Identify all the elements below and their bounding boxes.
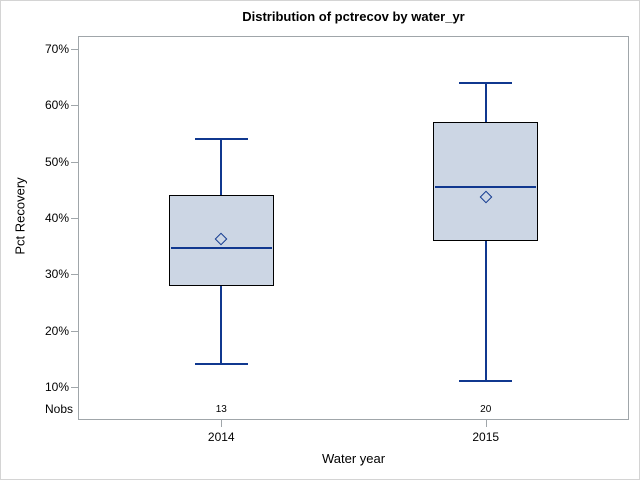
y-tick-mark xyxy=(71,162,78,163)
chart-title: Distribution of pctrecov by water_yr xyxy=(242,9,465,24)
y-tick-mark xyxy=(71,49,78,50)
x-tick-mark xyxy=(486,420,487,427)
y-tick-label: 30% xyxy=(44,267,69,282)
y-tick-mark xyxy=(71,387,78,388)
y-tick-label: 40% xyxy=(44,211,69,225)
y-tick-label: 10% xyxy=(44,380,69,394)
nobs-value: 20 xyxy=(480,404,492,415)
nobs-value: 13 xyxy=(215,404,227,415)
whisker-cap-top xyxy=(194,138,248,141)
x-tick-mark xyxy=(221,420,222,427)
y-tick-label: 20% xyxy=(44,323,69,338)
y-tick-mark xyxy=(71,105,78,106)
median-line xyxy=(170,246,272,249)
plot-frame xyxy=(78,36,629,420)
whisker-cap-bottom xyxy=(194,363,248,366)
box-2015 xyxy=(433,122,539,241)
whisker-cap-bottom xyxy=(459,380,513,383)
nobs-row-label: Nobs xyxy=(44,402,73,416)
y-axis-title: Pct Recovery xyxy=(12,177,28,255)
x-tick-label: 2014 xyxy=(207,430,235,444)
y-tick-mark xyxy=(71,331,78,332)
box-2014 xyxy=(168,195,274,286)
x-axis-title: Water year xyxy=(321,451,386,466)
y-tick-mark xyxy=(71,218,78,219)
y-tick-label: 60% xyxy=(44,98,69,113)
whisker-cap-top xyxy=(459,81,513,84)
y-tick-label: 50% xyxy=(44,154,69,169)
x-tick-label: 2015 xyxy=(472,430,500,444)
y-tick-label: 70% xyxy=(44,42,69,56)
median-line xyxy=(435,186,537,189)
y-tick-mark xyxy=(71,274,78,275)
